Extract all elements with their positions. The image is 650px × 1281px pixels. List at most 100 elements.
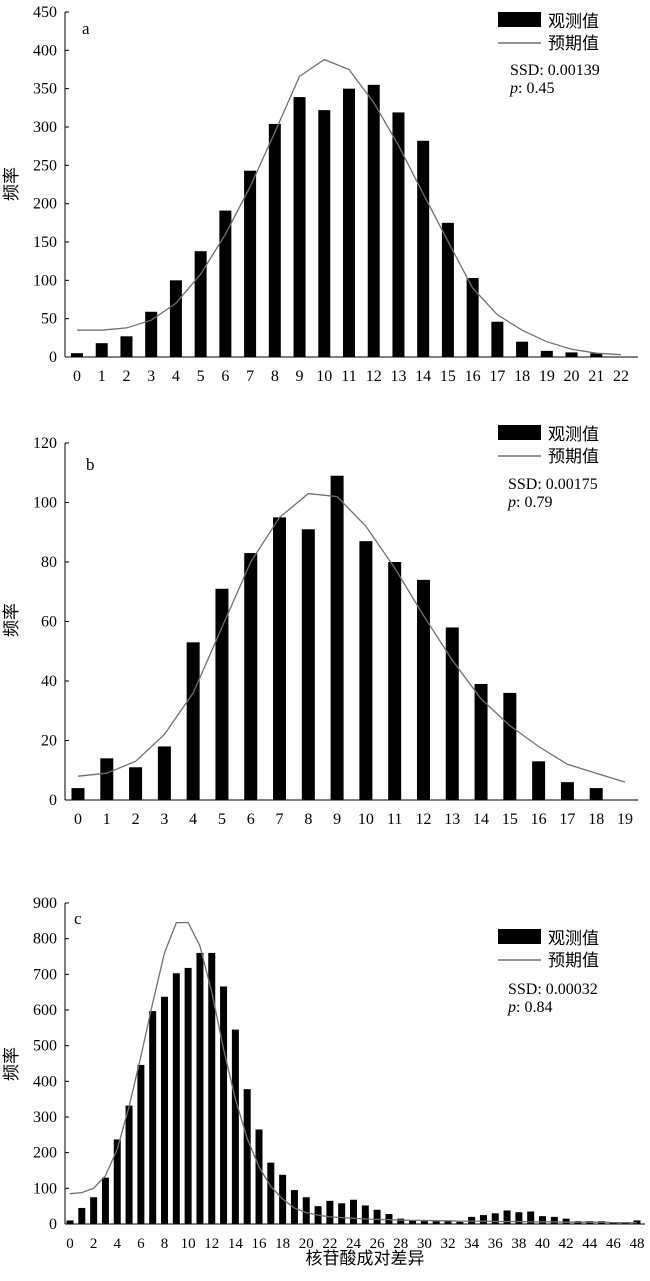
observed-bar <box>149 1011 157 1224</box>
x-tick-label: 8 <box>161 1236 169 1252</box>
x-tick-label: 20 <box>564 368 580 385</box>
x-tick-label: 3 <box>147 368 155 385</box>
observed-bar <box>468 1216 476 1224</box>
observed-bar <box>491 1213 499 1224</box>
p-value-annotation: p: 0.79 <box>507 494 552 511</box>
legend-expected-label: 预期值 <box>548 951 599 971</box>
observed-bar <box>338 1203 346 1224</box>
x-tick-label: 7 <box>246 368 254 385</box>
observed-bar <box>244 553 258 800</box>
observed-bar <box>565 352 578 357</box>
x-tick-label: 9 <box>296 368 304 385</box>
y-tick-label: 80 <box>41 554 57 571</box>
x-tick-label: 4 <box>172 368 180 385</box>
observed-bar <box>161 996 168 1224</box>
x-tick-label: 21 <box>588 368 604 385</box>
x-tick-label: 46 <box>606 1236 622 1252</box>
x-tick-label: 19 <box>617 811 633 828</box>
observed-bar <box>243 1089 251 1224</box>
panel-label: c <box>74 909 82 928</box>
observed-bar <box>215 588 229 800</box>
observed-bar <box>532 761 546 800</box>
observed-bar <box>301 529 315 800</box>
observed-bar <box>367 84 380 357</box>
panel-label: b <box>86 455 95 474</box>
observed-bar <box>113 1139 121 1224</box>
x-tick-label: 13 <box>390 368 406 385</box>
observed-bar <box>90 1197 98 1224</box>
observed-bar <box>268 123 281 357</box>
observed-bar <box>456 1221 464 1224</box>
observed-bar <box>550 1216 558 1224</box>
x-tick-label: 0 <box>74 811 82 828</box>
x-tick-label: 11 <box>341 368 356 385</box>
observed-bar <box>343 88 355 358</box>
x-tick-label: 20 <box>299 1236 314 1252</box>
y-tick-label: 250 <box>33 157 57 174</box>
x-tick-label: 34 <box>464 1236 480 1252</box>
x-tick-label: 13 <box>444 811 460 828</box>
observed-bar <box>444 1221 452 1224</box>
y-tick-label: 400 <box>33 42 57 59</box>
observed-bar <box>539 1216 546 1224</box>
x-tick-label: 14 <box>415 368 431 385</box>
observed-bar <box>125 1105 133 1224</box>
panel-label: a <box>82 19 90 38</box>
observed-bar <box>78 1207 86 1224</box>
observed-bar <box>397 1218 405 1224</box>
observed-bar <box>503 692 517 800</box>
observed-bar <box>71 788 85 800</box>
x-tick-label: 17 <box>559 811 575 828</box>
x-tick-label: 4 <box>114 1236 122 1252</box>
observed-bar <box>445 627 459 800</box>
observed-bar <box>388 562 402 800</box>
y-axis-title: 频率 <box>2 1047 22 1081</box>
y-tick-label: 500 <box>33 1038 57 1055</box>
x-tick-label: 36 <box>488 1236 504 1252</box>
p-value-annotation: p: 0.84 <box>507 999 552 1016</box>
x-tick-label: 0 <box>73 368 81 385</box>
y-axis-title: 频率 <box>2 603 22 637</box>
x-tick-label: 18 <box>588 811 604 828</box>
legend-observed-swatch <box>498 425 541 440</box>
observed-bar <box>255 1129 263 1224</box>
x-tick-label: 9 <box>333 811 341 828</box>
x-tick-label: 18 <box>275 1236 290 1252</box>
x-tick-label: 24 <box>346 1236 362 1252</box>
x-tick-label: 2 <box>90 1236 98 1252</box>
y-tick-label: 200 <box>33 196 57 213</box>
observed-bar <box>361 1205 369 1224</box>
y-tick-label: 20 <box>41 733 57 750</box>
observed-bar <box>244 170 257 357</box>
observed-bar <box>392 112 405 357</box>
y-tick-label: 40 <box>41 673 57 690</box>
observed-bar <box>330 475 344 800</box>
x-tick-label: 4 <box>189 811 197 828</box>
x-tick-label: 12 <box>415 811 431 828</box>
x-tick-label: 7 <box>276 811 284 828</box>
observed-bar <box>326 1200 334 1224</box>
observed-bar <box>385 1214 393 1224</box>
x-tick-label: 26 <box>370 1236 386 1252</box>
x-tick-label: 12 <box>366 368 382 385</box>
y-tick-label: 400 <box>33 1073 57 1090</box>
expected-line <box>69 921 637 1224</box>
y-tick-label: 150 <box>33 234 57 251</box>
observed-bar <box>120 336 133 357</box>
observed-bar <box>290 1190 298 1224</box>
y-tick-label: 0 <box>49 792 57 809</box>
x-axis-title: 核苷酸成对差异 <box>306 1249 425 1269</box>
observed-bar <box>359 541 373 800</box>
observed-bar <box>100 758 114 800</box>
x-tick-label: 17 <box>489 368 505 385</box>
observed-bar <box>373 1209 381 1224</box>
observed-bar <box>66 1220 74 1224</box>
x-tick-label: 0 <box>66 1236 74 1252</box>
x-tick-label: 40 <box>535 1236 550 1252</box>
x-tick-label: 8 <box>271 368 279 385</box>
y-tick-label: 300 <box>33 1109 57 1126</box>
x-tick-label: 8 <box>304 811 312 828</box>
